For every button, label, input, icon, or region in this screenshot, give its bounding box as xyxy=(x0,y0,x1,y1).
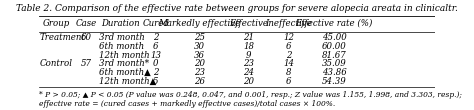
Text: 3rd month*: 3rd month* xyxy=(99,60,149,68)
Text: Case: Case xyxy=(76,19,97,28)
Text: 23: 23 xyxy=(194,68,205,77)
Text: 13: 13 xyxy=(150,51,161,60)
Text: 2: 2 xyxy=(286,51,292,60)
Text: Table 2. Comparison of the effective rate between groups for severe alopecia are: Table 2. Comparison of the effective rat… xyxy=(16,4,458,13)
Text: 20: 20 xyxy=(244,77,255,86)
Text: 30: 30 xyxy=(194,42,205,51)
Text: 2: 2 xyxy=(153,33,158,42)
Text: 9: 9 xyxy=(246,51,252,60)
Text: Group: Group xyxy=(43,19,70,28)
Text: 12th month▲: 12th month▲ xyxy=(99,77,156,86)
Text: 23: 23 xyxy=(244,60,255,68)
Text: Cured: Cured xyxy=(142,19,169,28)
Text: 14: 14 xyxy=(283,60,294,68)
Text: Duration: Duration xyxy=(100,19,139,28)
Text: 43.86: 43.86 xyxy=(322,68,346,77)
Text: 60: 60 xyxy=(81,33,92,42)
Text: 12: 12 xyxy=(283,33,294,42)
Text: Effective rate (%): Effective rate (%) xyxy=(295,19,373,28)
Text: 36: 36 xyxy=(194,51,205,60)
Text: Effective: Effective xyxy=(229,19,268,28)
Text: 0: 0 xyxy=(153,60,158,68)
Text: 8: 8 xyxy=(286,68,292,77)
Text: 57: 57 xyxy=(81,60,92,68)
Text: Treatment: Treatment xyxy=(39,33,85,42)
Text: 45.00: 45.00 xyxy=(322,33,346,42)
Text: 21: 21 xyxy=(244,33,255,42)
Text: 6th month▲: 6th month▲ xyxy=(99,68,151,77)
Text: 6th month: 6th month xyxy=(99,42,144,51)
Text: 60.00: 60.00 xyxy=(322,42,346,51)
Text: 3rd month: 3rd month xyxy=(99,33,145,42)
Text: * P > 0.05; ▲ P < 0.05 (P value was 0.248, 0.047, and 0.001, resp.; Z value was : * P > 0.05; ▲ P < 0.05 (P value was 0.24… xyxy=(39,91,462,108)
Text: 5: 5 xyxy=(153,77,158,86)
Text: 24: 24 xyxy=(244,68,255,77)
Text: Ineffective: Ineffective xyxy=(265,19,312,28)
Text: 18: 18 xyxy=(244,42,255,51)
Text: 6: 6 xyxy=(153,42,158,51)
Text: 12th month: 12th month xyxy=(99,51,150,60)
Text: 20: 20 xyxy=(194,60,205,68)
Text: 2: 2 xyxy=(153,68,158,77)
Text: 35.09: 35.09 xyxy=(322,60,346,68)
Text: Markedly effective: Markedly effective xyxy=(158,19,240,28)
Text: 25: 25 xyxy=(194,33,205,42)
Text: 81.67: 81.67 xyxy=(322,51,346,60)
Text: Control: Control xyxy=(39,60,73,68)
Text: 26: 26 xyxy=(194,77,205,86)
Text: 6: 6 xyxy=(286,77,292,86)
Text: 54.39: 54.39 xyxy=(322,77,346,86)
Text: 6: 6 xyxy=(286,42,292,51)
